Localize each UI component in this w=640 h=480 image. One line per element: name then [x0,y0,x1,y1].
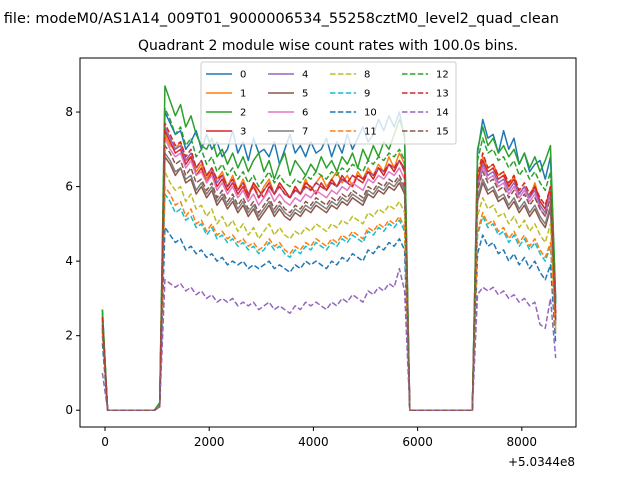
series-line-12 [101,107,557,411]
plot-frame [79,57,577,428]
x-offset-label: +5.0344e8 [508,455,575,469]
series-line-15 [101,144,557,411]
legend-label-14: 14 [436,108,449,119]
series-line-5 [101,156,557,411]
legend-label-2: 2 [240,108,246,119]
legend-label-9: 9 [364,89,370,100]
legend-label-10: 10 [364,108,377,119]
y-tick-label-0: 0 [65,403,73,417]
legend-frame [200,61,457,145]
legend-label-15: 15 [436,127,449,138]
series-line-14 [101,267,557,411]
series-line-3 [101,129,557,411]
legend-label-12: 12 [436,70,449,81]
series-line-1 [101,133,557,411]
x-axis: 0 2000 4000 6000 8000 [101,427,537,449]
x-tick-label-8000: 8000 [507,435,538,449]
series-line-11 [101,185,557,411]
legend-label-11: 11 [364,127,377,138]
series-line-10 [101,226,557,411]
x-tick-label-4000: 4000 [298,435,329,449]
suptitle: n file: modeM0/AS1A14_009T01_9000006534_… [0,11,559,27]
legend-label-4: 4 [302,70,308,81]
y-tick-label-8: 8 [65,105,73,119]
series-line-8 [101,170,557,411]
series-line-2 [101,85,557,411]
series-line-13 [101,122,557,411]
legend-label-5: 5 [302,89,308,100]
series-line-7 [101,152,557,411]
legend-label-8: 8 [364,70,370,81]
y-tick-label-2: 2 [65,329,73,343]
legend-label-1: 1 [240,89,246,100]
chart-title: Quadrant 2 module wise count rates with … [138,38,518,54]
y-tick-label-4: 4 [65,254,73,268]
legend-label-13: 13 [436,89,449,100]
legend-label-3: 3 [240,127,246,138]
x-tick-label-0: 0 [101,435,109,449]
legend-label-7: 7 [302,127,308,138]
series-line-9 [101,193,557,411]
legend-label-6: 6 [302,108,308,119]
x-tick-label-2000: 2000 [194,435,225,449]
y-tick-label-6: 6 [65,180,73,194]
x-tick-label-6000: 6000 [402,435,433,449]
legend-label-0: 0 [240,70,246,81]
y-axis: 0 2 4 6 8 [65,105,80,417]
series-layer [101,85,557,411]
